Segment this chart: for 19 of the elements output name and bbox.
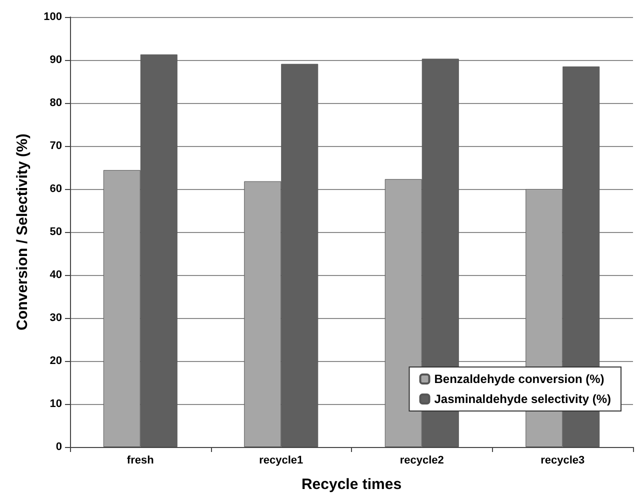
legend-label: Jasminaldehyde selectivity (%) bbox=[434, 392, 612, 406]
x-tick-label: recycle2 bbox=[400, 454, 444, 466]
y-tick-label: 30 bbox=[50, 312, 62, 324]
y-tick-label: 60 bbox=[50, 183, 62, 195]
y-tick-label: 10 bbox=[50, 398, 62, 410]
x-tick-label: recycle3 bbox=[540, 454, 585, 466]
x-tick-label: recycle1 bbox=[259, 454, 304, 466]
legend-label: Benzaldehyde conversion (%) bbox=[434, 372, 604, 386]
x-axis-title: Recycle times bbox=[301, 476, 402, 493]
y-tick-label: 90 bbox=[50, 54, 62, 66]
y-tick-label: 80 bbox=[50, 97, 62, 109]
y-tick-label: 50 bbox=[50, 226, 62, 238]
y-axis-title: Conversion / Selectivity (%) bbox=[14, 134, 31, 330]
y-tick-label: 40 bbox=[50, 269, 62, 281]
y-tick-label: 100 bbox=[44, 11, 62, 23]
y-tick-label: 70 bbox=[50, 140, 62, 152]
y-tick-label: 20 bbox=[50, 355, 62, 367]
y-tick-label: 0 bbox=[56, 441, 62, 453]
x-tick-label: fresh bbox=[126, 454, 154, 466]
